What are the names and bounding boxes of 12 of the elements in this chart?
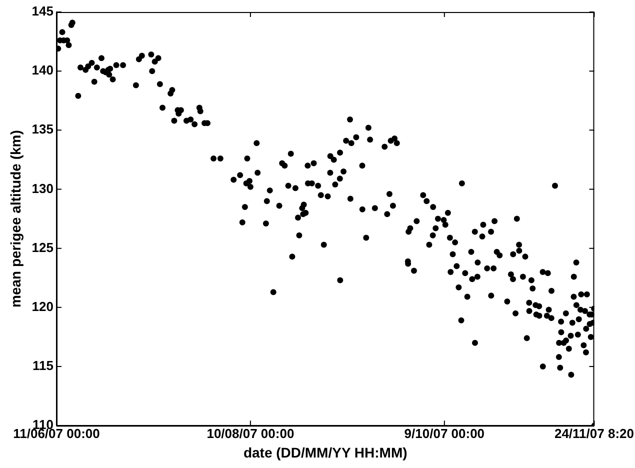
y-tick-label: 125 xyxy=(32,240,54,255)
x-tick-label: 10/08/07 00:00 xyxy=(206,426,294,441)
y-tick-label: 130 xyxy=(32,180,54,196)
x-axis-title: date (DD/MM/YY HH:MM) xyxy=(243,444,408,460)
y-tick-label: 140 xyxy=(32,62,54,78)
y-tick-label: 145 xyxy=(32,4,54,19)
y-tick-label: 120 xyxy=(32,299,54,314)
y-tick-label: 115 xyxy=(32,358,54,374)
y-tick-label: 135 xyxy=(32,122,54,137)
y-axis-title: mean perigee altitude (km) xyxy=(7,130,24,308)
x-tick-label: 24/11/07 8:20 xyxy=(554,426,634,441)
x-tick-label: 9/10/07 00:00 xyxy=(404,426,485,441)
